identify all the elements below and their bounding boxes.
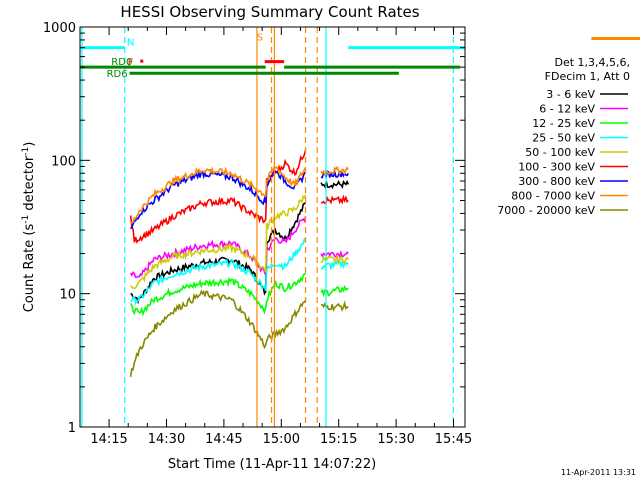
- legend-header-line2: FDecim 1, Att 0: [545, 70, 630, 83]
- legend: Det 1,3,4,5,6, FDecim 1, Att 0 3 - 6 keV…: [497, 56, 630, 217]
- x-tick-label: 14:45: [205, 432, 242, 447]
- series-line: [320, 284, 349, 298]
- x-tick-label: 15:00: [263, 432, 300, 447]
- x-tick-label: 15:45: [435, 432, 472, 447]
- legend-header-line1: Det 1,3,4,5,6,: [554, 56, 630, 69]
- legend-entry-label: 100 - 300 keV: [518, 161, 595, 174]
- series-line: [320, 250, 349, 260]
- series-line: [129, 272, 306, 317]
- y-axis-label-sup1: -1: [21, 215, 31, 224]
- y-axis-ticks: 1 10 100 1000: [43, 21, 465, 436]
- x-tick-label: 15:30: [377, 432, 414, 447]
- series-line: [320, 253, 349, 266]
- series-line: [320, 179, 350, 190]
- plot-frame: [79, 26, 466, 428]
- legend-entry-label: 3 - 6 keV: [546, 88, 595, 101]
- x-axis-ticks: 14:15 14:30 14:45 15:00 15:15 15:30 15:45: [90, 27, 472, 447]
- y-tick-label: 100: [51, 154, 76, 169]
- legend-entry-label: 6 - 12 keV: [539, 103, 595, 116]
- legend-entry-label: 25 - 50 keV: [532, 132, 595, 145]
- legend-entry-label: 800 - 7000 keV: [511, 190, 595, 203]
- series-line: [130, 165, 307, 225]
- x-tick-label: 14:15: [90, 432, 127, 447]
- legend-entry-label: 12 - 25 keV: [532, 117, 595, 130]
- flag-label: RD0: [111, 57, 132, 68]
- series-line: [130, 237, 307, 306]
- flag-label: S: [257, 32, 263, 43]
- y-axis-label-main: Count Rate (s: [22, 224, 37, 313]
- y-tick-label: 10: [59, 288, 76, 303]
- series-line: [320, 194, 349, 205]
- series-line: [129, 168, 306, 230]
- flag-label: RD6: [107, 69, 128, 80]
- x-tick-label: 14:30: [148, 432, 185, 447]
- flag-label: F: [128, 58, 134, 69]
- series-line: [130, 194, 307, 290]
- legend-entry-label: 7000 - 20000 keV: [497, 204, 595, 217]
- y-axis-label: Count Rate (s-1 detector-1): [21, 142, 37, 313]
- vertical-markers: [81, 27, 454, 427]
- y-tick-label: 1: [68, 421, 76, 436]
- legend-entry-label: 50 - 100 keV: [525, 146, 595, 159]
- legend-entry-label: 300 - 800 keV: [518, 175, 595, 188]
- x-axis-label: Start Time (11-Apr-11 14:07:22): [168, 457, 376, 472]
- y-axis-label-sup2: -1: [21, 147, 31, 156]
- y-tick-label: 1000: [43, 21, 76, 36]
- series-line: [129, 289, 307, 378]
- chart-title: HESSI Observing Summary Count Rates: [120, 3, 419, 21]
- y-axis-label-mid: detector: [22, 155, 37, 215]
- timestamp: 11-Apr-2011 13:31: [561, 468, 636, 477]
- flag-label: N: [127, 38, 134, 49]
- flag-marker: [140, 59, 144, 63]
- y-axis-label-end: ): [22, 142, 37, 147]
- series-line: [321, 300, 349, 312]
- series-layer: [129, 149, 350, 378]
- x-tick-label: 15:15: [320, 432, 357, 447]
